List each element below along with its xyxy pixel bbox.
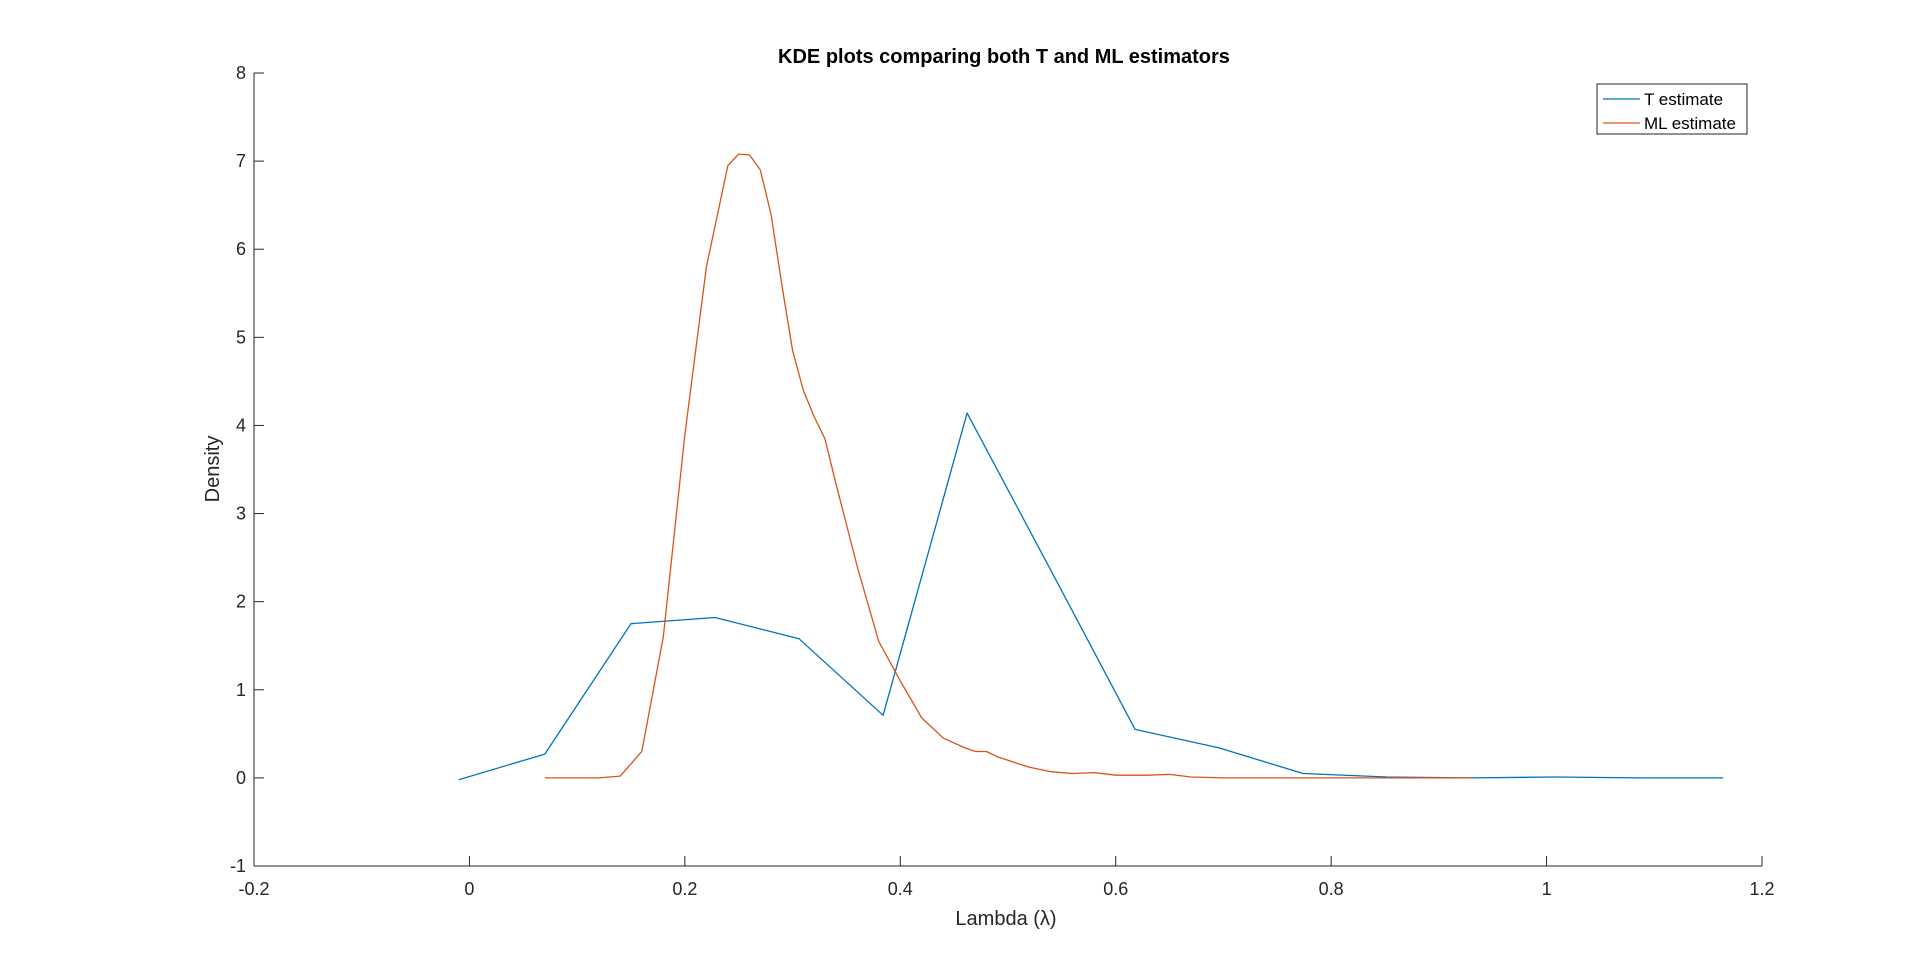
x-axis-label: Lambda (λ) — [955, 908, 1056, 930]
y-tick-label: 2 — [236, 592, 246, 612]
series-line-ml-estimate — [544, 153, 1472, 779]
x-tick-label: -0.2 — [238, 879, 269, 899]
y-tick-label: 3 — [236, 504, 246, 524]
y-ticks: -1 0 1 2 3 4 5 6 7 8 — [230, 63, 264, 876]
x-tick-label: 0.6 — [1103, 879, 1128, 899]
series-lines — [458, 153, 1724, 781]
x-tick-label: 0.8 — [1319, 879, 1344, 899]
series-line-t-estimate — [458, 412, 1724, 781]
legend-box — [1596, 83, 1748, 135]
y-axis-label: Density — [202, 436, 224, 503]
x-tick-label: 0 — [464, 879, 474, 899]
legend-label-ml-estimate: ML estimate — [1644, 114, 1736, 133]
y-tick-label: -1 — [230, 856, 246, 876]
legend-label-t-estimate: T estimate — [1644, 90, 1723, 109]
y-tick-label: 7 — [236, 151, 246, 171]
x-tick-label: 1 — [1542, 879, 1552, 899]
y-tick-label: 0 — [236, 768, 246, 788]
x-tick-label: 0.4 — [888, 879, 913, 899]
y-tick-label: 4 — [236, 415, 246, 435]
x-ticks: -0.2 0 0.2 0.4 0.6 0.8 1 1.2 — [238, 856, 1775, 899]
y-tick-label: 5 — [236, 327, 246, 347]
chart-title: KDE plots comparing both T and ML estima… — [778, 46, 1230, 68]
y-tick-label: 8 — [236, 63, 246, 83]
legend: T estimate ML estimate — [1596, 83, 1748, 135]
x-tick-label: 1.2 — [1749, 879, 1774, 899]
y-tick-label: 1 — [236, 680, 246, 700]
y-tick-label: 6 — [236, 239, 246, 259]
x-tick-label: 0.2 — [672, 879, 697, 899]
